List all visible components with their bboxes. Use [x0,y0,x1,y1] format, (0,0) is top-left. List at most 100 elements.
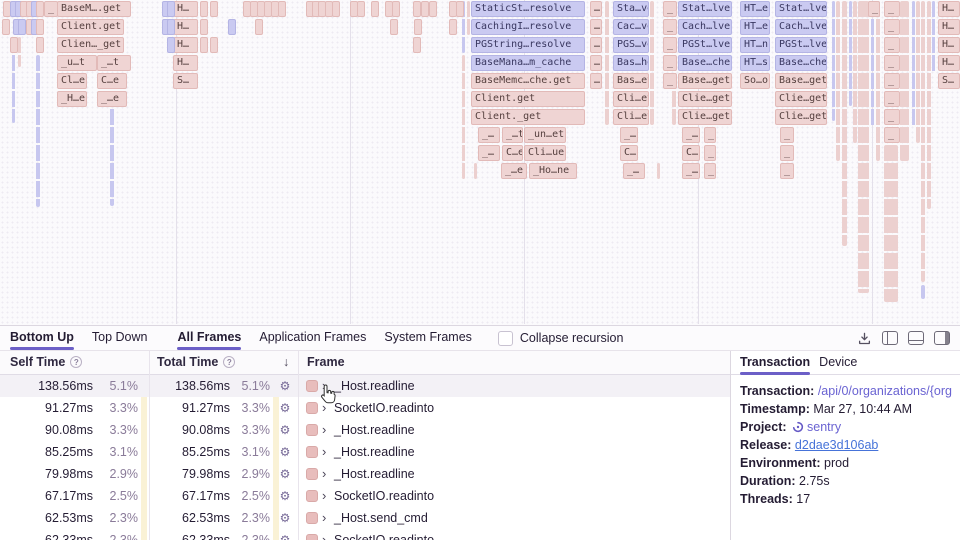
flame-frame-column[interactable] [36,55,40,207]
flame-frame-column[interactable] [832,1,835,121]
flame-frame[interactable] [392,1,400,17]
flame-frame-column[interactable] [900,1,909,161]
total-time-header[interactable]: Total Time ? [157,355,236,369]
frame-name[interactable]: _Host.readline [334,423,415,437]
flame-frame[interactable]: _ [780,163,794,179]
frame-name[interactable]: SocketIO.readinto [334,401,435,415]
expand-chevron-icon[interactable]: › [322,532,327,540]
flame-frame[interactable]: Stat…lve [775,1,827,17]
table-row[interactable]: 138.56ms 5.1% 138.56ms 5.1% ⚙ › _Host.readline [0,375,730,397]
frame-name[interactable]: _Host.readline [334,467,415,481]
flame-frame[interactable]: _…e [501,163,527,179]
flame-frame[interactable]: PGSt…lve [678,37,732,53]
flame-frame[interactable]: _… [682,127,700,143]
flame-frame[interactable] [210,1,218,17]
frame-settings-gear-icon[interactable]: ⚙ [279,423,291,437]
flame-frame[interactable]: HT…e [740,1,770,17]
flame-frame[interactable]: H… [173,19,198,35]
flame-frame-column[interactable] [110,73,114,206]
flame-frame[interactable]: _ [704,145,716,161]
table-row[interactable]: 90.08ms 3.3% 90.08ms 3.3% ⚙ › _Host.readline [0,419,730,441]
flame-frame[interactable]: HT…n [740,37,770,53]
flame-frame[interactable] [36,37,44,53]
flame-frame[interactable]: Client.get [471,91,585,107]
layout-left-panel-icon[interactable] [882,331,898,345]
layout-right-panel-icon[interactable] [934,331,950,345]
frame-name[interactable]: _Host.readline [334,445,415,459]
table-row[interactable]: 85.25ms 3.1% 85.25ms 3.1% ⚙ › _Host.readline [0,441,730,463]
toolbar-tab-bottom-up[interactable]: Bottom Up [10,326,74,350]
flame-frame[interactable]: _ [884,91,900,107]
flame-frame[interactable]: _… [478,127,500,143]
flame-frame[interactable]: PGSt…lve [775,37,827,53]
flame-frame[interactable]: Stat…lve [678,1,732,17]
flame-frame-column[interactable] [18,37,21,67]
flame-frame-column[interactable] [836,1,840,161]
flame-frame[interactable]: _… [682,163,700,179]
flame-frame[interactable]: S… [173,73,198,89]
flame-frame-column[interactable] [12,37,15,123]
flame-frame[interactable]: Bas…et [613,73,649,89]
flame-frame-column[interactable] [853,1,857,143]
expand-chevron-icon[interactable]: › [322,510,327,525]
toolbar-tab-all-frames[interactable]: All Frames [177,326,241,350]
flame-frame[interactable] [255,19,263,35]
flame-frame[interactable]: Client.get [57,19,124,35]
flame-frame[interactable] [200,1,208,17]
flame-frame[interactable] [167,1,175,17]
flame-frame[interactable]: PGString…resolve [471,37,585,53]
flame-frame[interactable]: _ [884,19,900,35]
field-value[interactable]: d2dae3d106ab [794,438,879,452]
flame-frame[interactable]: StaticSt…resolve [471,1,585,17]
flame-frame[interactable]: _…t [97,55,131,71]
flame-frame[interactable] [210,37,218,53]
flame-frame-column[interactable] [876,1,880,161]
flame-frame[interactable] [167,37,175,53]
field-value[interactable]: sentry [807,420,842,434]
flame-frame[interactable] [371,1,379,17]
table-row[interactable]: 62.53ms 2.3% 62.53ms 2.3% ⚙ › _Host.send_cmd [0,507,730,529]
self-time-info-icon[interactable]: ? [70,356,83,368]
flame-frame[interactable]: _ [884,109,900,125]
flame-frame[interactable]: Cli…ue [524,145,566,161]
flame-frame[interactable] [200,19,208,35]
frame-settings-gear-icon[interactable]: ⚙ [279,445,291,459]
flame-frame-column[interactable] [849,1,852,106]
flame-frame[interactable]: Base…get [678,73,732,89]
self-time-header[interactable]: Self Time ? [10,355,83,369]
frame-settings-gear-icon[interactable]: ⚙ [279,379,291,393]
flame-frame[interactable] [278,1,286,17]
flame-frame[interactable] [2,19,10,35]
flame-frame[interactable]: Clie…get [775,91,827,107]
flame-frame[interactable]: _ [663,73,677,89]
flame-frame[interactable] [390,19,398,35]
flame-frame[interactable] [18,19,26,35]
flame-frame[interactable]: Base…get [775,73,827,89]
flame-frame-column[interactable] [927,1,931,209]
flame-frame[interactable]: … [590,55,602,71]
flame-frame[interactable] [449,19,457,35]
flame-frame[interactable]: Base…che [678,55,732,71]
flame-frame[interactable] [332,1,340,17]
frame-name[interactable]: _Host.send_cmd [334,511,428,525]
flame-frame[interactable]: _… [620,127,638,143]
flame-frame[interactable]: _Ho…ne [529,163,577,179]
flame-frame[interactable]: Clie…get [775,109,827,125]
flame-frame[interactable]: BaseMana…m_cache [471,55,585,71]
download-icon[interactable] [856,330,872,346]
flame-frame[interactable]: Cli…et [613,91,649,107]
flame-frame[interactable]: Sta…ve [613,1,649,17]
frame-settings-gear-icon[interactable]: ⚙ [279,511,291,525]
flame-frame[interactable]: CachingI…resolve [471,19,585,35]
frame-settings-gear-icon[interactable]: ⚙ [279,401,291,415]
flame-frame[interactable]: Bas…he [613,55,649,71]
flame-frame[interactable]: H… [938,19,960,35]
frame-name[interactable]: SocketIO.readinto [334,489,435,503]
layout-bottom-panel-icon[interactable] [908,331,924,345]
flame-frame[interactable]: _ [868,1,880,17]
flame-frame[interactable]: Cach…lve [775,19,827,35]
flame-frame[interactable]: C… [620,145,638,161]
expand-chevron-icon[interactable]: › [322,488,327,503]
flame-frame-column[interactable] [932,1,935,73]
flame-frame-column[interactable] [650,1,654,125]
